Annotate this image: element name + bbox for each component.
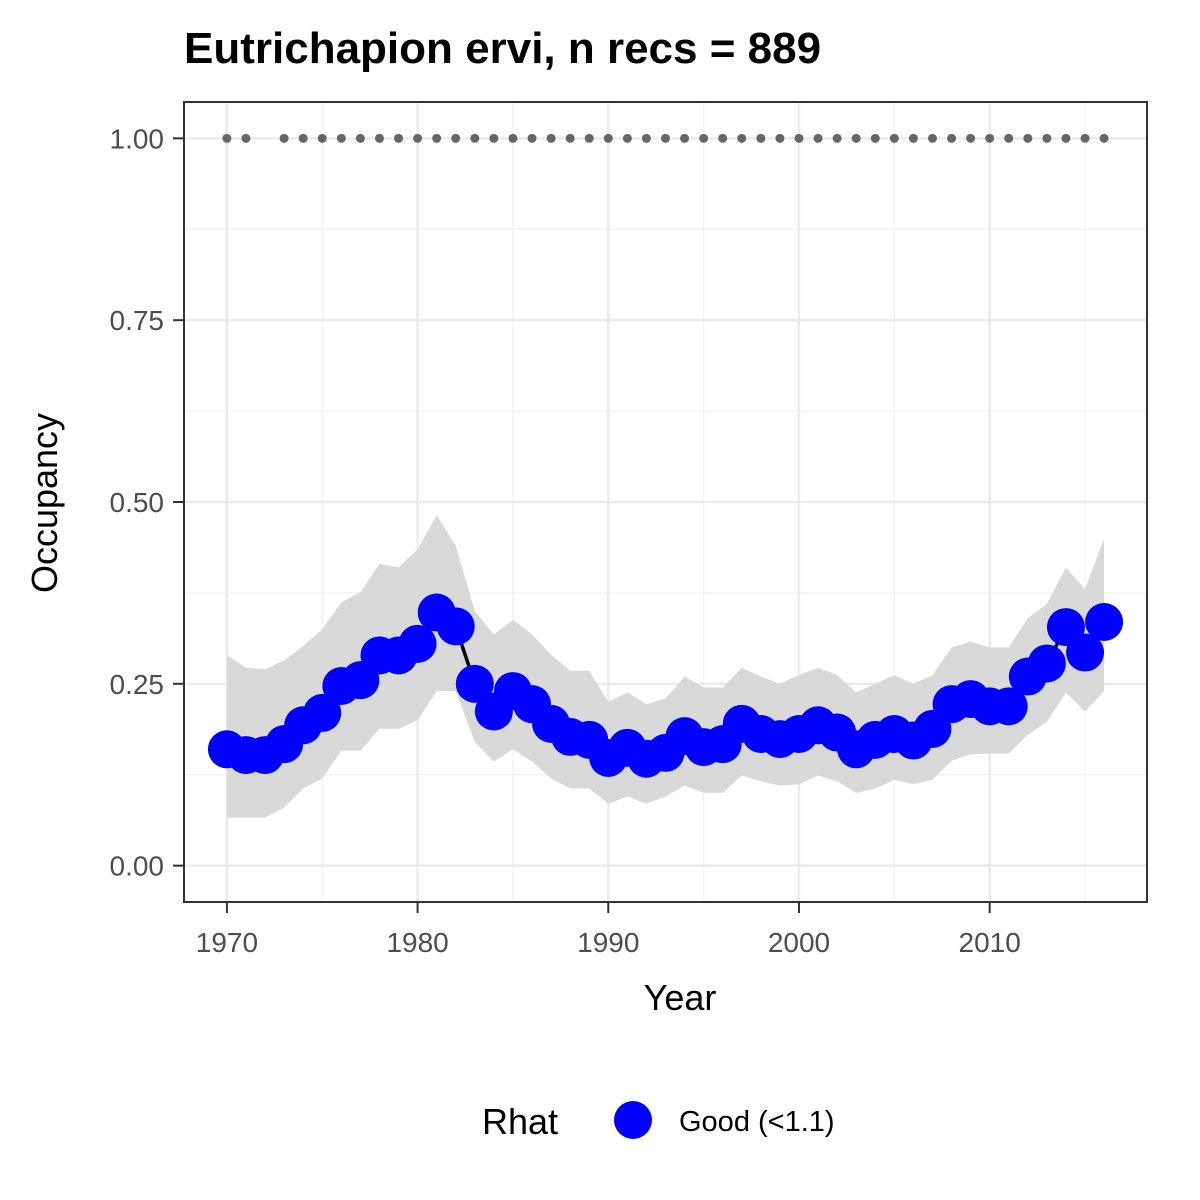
record-dot-1970 [222, 133, 232, 143]
data-point-1980 [398, 624, 437, 663]
legend: Rhat Good (<1.1) [482, 1101, 835, 1142]
legend-title: Rhat [482, 1101, 558, 1142]
record-dot-1980 [413, 133, 423, 143]
record-dot-2005 [889, 133, 899, 143]
y-tick-label: 0.75 [110, 305, 165, 336]
y-axis-title: Occupancy [24, 413, 65, 593]
record-dot-1989 [584, 133, 594, 143]
record-dot-1974 [298, 133, 308, 143]
record-dot-1994 [680, 133, 690, 143]
record-dot-1986 [527, 133, 537, 143]
data-point-2016 [1085, 603, 1124, 641]
record-dot-1978 [374, 133, 384, 143]
y-axis: 0.00 0.25 0.50 0.75 1.00 [110, 123, 184, 882]
record-dot-1983 [470, 133, 480, 143]
record-dot-1981 [432, 133, 442, 143]
y-tick-label: 1.00 [110, 123, 165, 154]
record-dot-1982 [451, 133, 461, 143]
y-tick-label: 0.50 [110, 487, 165, 518]
legend-key-good [614, 1101, 652, 1139]
record-dot-1997 [737, 133, 747, 143]
y-tick-label: 0.25 [110, 669, 165, 700]
record-dot-1991 [622, 133, 632, 143]
record-dot-2002 [832, 133, 842, 143]
data-point-1982 [436, 607, 475, 646]
record-dot-1979 [394, 133, 404, 143]
record-dot-1985 [508, 133, 518, 143]
record-dot-2007 [927, 133, 937, 143]
record-dot-2009 [966, 133, 976, 143]
x-tick-label: 1970 [196, 927, 258, 958]
record-dot-2006 [908, 133, 918, 143]
record-dot-2003 [851, 133, 861, 143]
record-dot-1977 [355, 133, 365, 143]
record-dot-1990 [603, 133, 613, 143]
record-dot-2011 [1004, 133, 1014, 143]
record-dot-1975 [317, 133, 327, 143]
record-dot-1995 [699, 133, 709, 143]
data-point-2013 [1027, 644, 1066, 683]
record-dot-1998 [756, 133, 766, 143]
record-dot-2010 [985, 133, 995, 143]
x-axis: 1970 1980 1990 2000 2010 [196, 902, 1021, 958]
record-dot-1987 [546, 133, 556, 143]
record-dot-1973 [279, 133, 289, 143]
data-point-1983 [455, 664, 494, 703]
data-points-layer [207, 593, 1124, 778]
legend-label-good: Good (<1.1) [679, 1106, 835, 1138]
record-dot-2000 [794, 133, 804, 143]
record-dot-2001 [813, 133, 823, 143]
record-dot-1992 [641, 133, 651, 143]
record-dot-2004 [870, 133, 880, 143]
y-tick-label: 0.00 [110, 851, 165, 882]
x-tick-label: 1980 [386, 927, 448, 958]
x-axis-title: Year [644, 977, 717, 1018]
x-tick-label: 2000 [768, 927, 830, 958]
data-point-2011 [989, 687, 1028, 726]
record-dot-1993 [661, 133, 670, 143]
record-dot-2012 [1023, 133, 1033, 143]
data-point-1975 [303, 693, 342, 732]
record-dot-2008 [947, 133, 957, 143]
record-dot-1984 [489, 133, 499, 143]
chart-title: Eutrichapion ervi, n recs = 889 [184, 24, 821, 73]
record-dot-2014 [1061, 133, 1071, 143]
x-tick-label: 2010 [959, 927, 1021, 958]
x-tick-label: 1990 [577, 927, 639, 958]
record-dot-1988 [565, 133, 575, 143]
record-dot-1971 [241, 133, 251, 143]
record-dots-layer [222, 133, 1109, 143]
record-dot-2015 [1080, 133, 1090, 143]
record-dot-1999 [775, 133, 785, 143]
record-dot-2016 [1099, 133, 1109, 143]
data-point-2015 [1066, 633, 1105, 672]
record-dot-1996 [718, 133, 728, 143]
record-dot-1976 [336, 133, 346, 143]
record-dot-2013 [1042, 133, 1052, 143]
